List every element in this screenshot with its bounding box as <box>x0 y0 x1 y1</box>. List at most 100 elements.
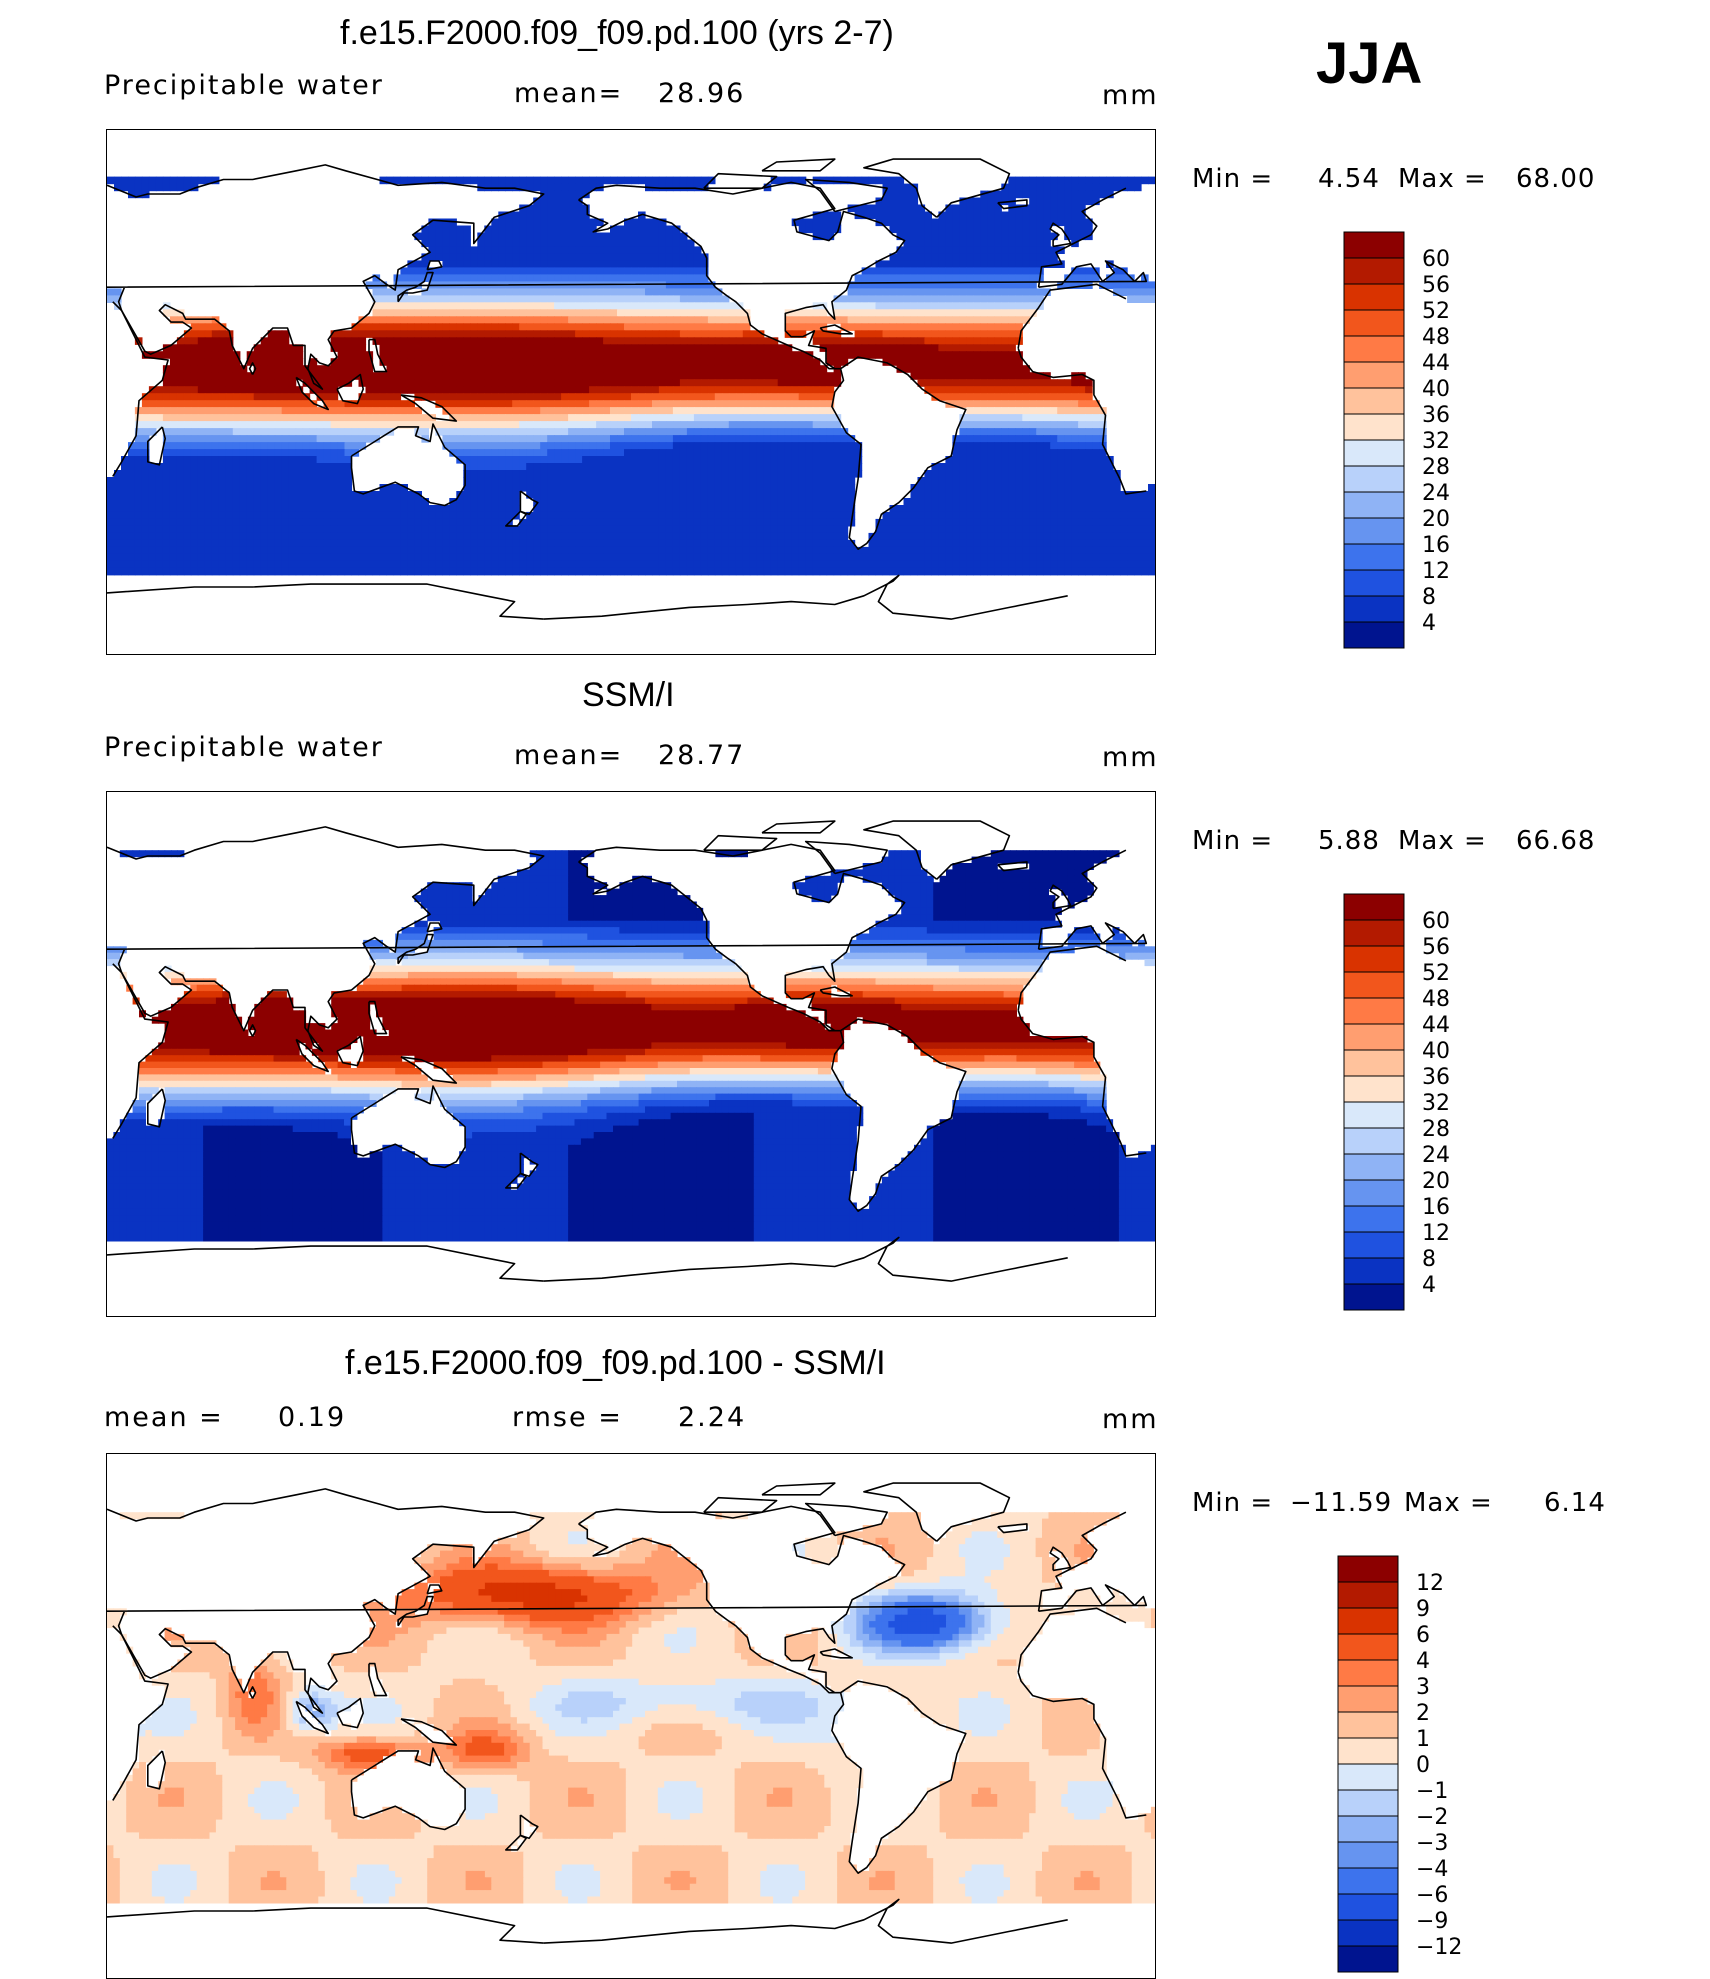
grid-cell <box>491 407 499 415</box>
grid-cell <box>638 233 646 241</box>
grid-cell <box>477 428 485 436</box>
grid-cell <box>107 519 115 527</box>
grid-cell <box>463 240 471 248</box>
grid-cell <box>924 519 932 527</box>
grid-cell <box>890 212 898 220</box>
grid-cell <box>205 442 213 450</box>
grid-cell <box>603 449 611 457</box>
grid-cell <box>394 526 402 534</box>
grid-cell <box>757 519 765 527</box>
grid-cell <box>1148 519 1155 527</box>
grid-cell <box>324 526 332 534</box>
grid-cell <box>1099 470 1107 478</box>
grid-cell <box>813 519 821 527</box>
grid-cell <box>428 323 436 331</box>
grid-cell <box>282 477 290 485</box>
grid-cell <box>219 330 227 338</box>
grid-cell <box>338 428 346 436</box>
grid-cell <box>1001 330 1009 338</box>
grid-cell <box>806 365 814 373</box>
grid-cell <box>491 226 499 234</box>
grid-cell <box>715 519 723 527</box>
grid-cell <box>1057 205 1065 213</box>
grid-cell <box>938 246 946 254</box>
grid-cell <box>1099 184 1107 192</box>
grid-cell <box>666 407 674 415</box>
grid-cell <box>184 477 192 485</box>
grid-cell <box>764 519 772 527</box>
grid-cell <box>736 358 744 366</box>
grid-cell <box>282 372 290 380</box>
grid-cell <box>834 358 842 366</box>
grid-cell <box>1085 184 1093 192</box>
grid-cell <box>491 379 499 387</box>
grid-cell <box>987 233 995 241</box>
grid-cell <box>442 316 450 324</box>
grid-cell <box>931 240 939 248</box>
grid-cell <box>184 344 192 352</box>
grid-cell <box>533 386 541 394</box>
grid-cell <box>1036 477 1044 485</box>
grid-cell <box>540 330 548 338</box>
grid-cell <box>526 456 534 464</box>
grid-cell <box>680 365 688 373</box>
grid-cell <box>673 414 681 422</box>
grid-cell <box>778 519 786 527</box>
grid-cell <box>603 337 611 345</box>
grid-cell <box>331 512 339 520</box>
grid-cell <box>512 302 520 310</box>
grid-cell <box>317 449 325 457</box>
grid-cell <box>1015 358 1023 366</box>
grid-cell <box>764 372 772 380</box>
grid-cell <box>631 477 639 485</box>
grid-cell <box>191 477 199 485</box>
grid-cell <box>261 505 269 513</box>
grid-cell <box>652 233 660 241</box>
grid-cell <box>945 240 953 248</box>
grid-cell <box>380 309 388 317</box>
grid-cell <box>603 428 611 436</box>
grid-cell <box>862 309 870 317</box>
grid-cell <box>680 491 688 499</box>
grid-cell <box>638 421 646 429</box>
grid-cell <box>952 372 960 380</box>
grid-cell <box>533 512 541 520</box>
grid-cell <box>603 379 611 387</box>
grid-cell <box>477 274 485 282</box>
grid-cell <box>645 414 653 422</box>
grid-cell <box>442 393 450 401</box>
grid-cell <box>470 498 478 506</box>
grid-cell <box>387 379 395 387</box>
grid-cell <box>645 337 653 345</box>
grid-cell <box>785 449 793 457</box>
grid-cell <box>1085 198 1093 206</box>
grid-cell <box>282 463 290 471</box>
grid-cell <box>540 456 548 464</box>
grid-cell <box>345 414 353 422</box>
grid-cell <box>540 240 548 248</box>
grid-cell <box>687 295 695 303</box>
grid-cell <box>757 337 765 345</box>
grid-cell <box>680 393 688 401</box>
grid-cell <box>687 177 695 185</box>
grid-cell <box>715 295 723 303</box>
grid-cell <box>603 477 611 485</box>
grid-cell <box>352 519 360 527</box>
grid-cell <box>994 519 1002 527</box>
grid-cell <box>310 505 318 513</box>
grid-cell <box>638 400 646 408</box>
grid-cell <box>254 491 262 499</box>
grid-cell <box>959 400 967 408</box>
grid-cell <box>1008 372 1016 380</box>
grid-cell <box>331 498 339 506</box>
grid-cell <box>512 400 520 408</box>
grid-cell <box>994 512 1002 520</box>
grid-cell <box>394 491 402 499</box>
grid-cell <box>848 449 856 457</box>
grid-cell <box>456 316 464 324</box>
grid-cell <box>918 372 926 380</box>
grid-cell <box>841 484 849 492</box>
grid-cell <box>107 177 115 185</box>
grid-cell <box>547 219 555 227</box>
grid-cell <box>666 491 674 499</box>
